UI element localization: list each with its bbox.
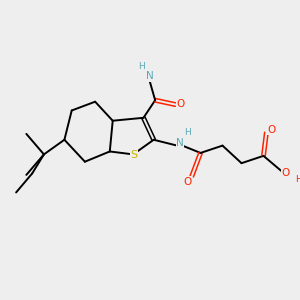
Text: H: H [138, 62, 145, 71]
Text: O: O [281, 167, 290, 178]
Text: N: N [146, 71, 154, 81]
Text: O: O [183, 177, 191, 187]
Text: H: H [184, 128, 191, 137]
Text: O: O [268, 124, 276, 134]
Text: S: S [130, 150, 137, 160]
Text: N: N [176, 138, 184, 148]
Text: H: H [295, 175, 300, 184]
Text: O: O [177, 99, 185, 109]
